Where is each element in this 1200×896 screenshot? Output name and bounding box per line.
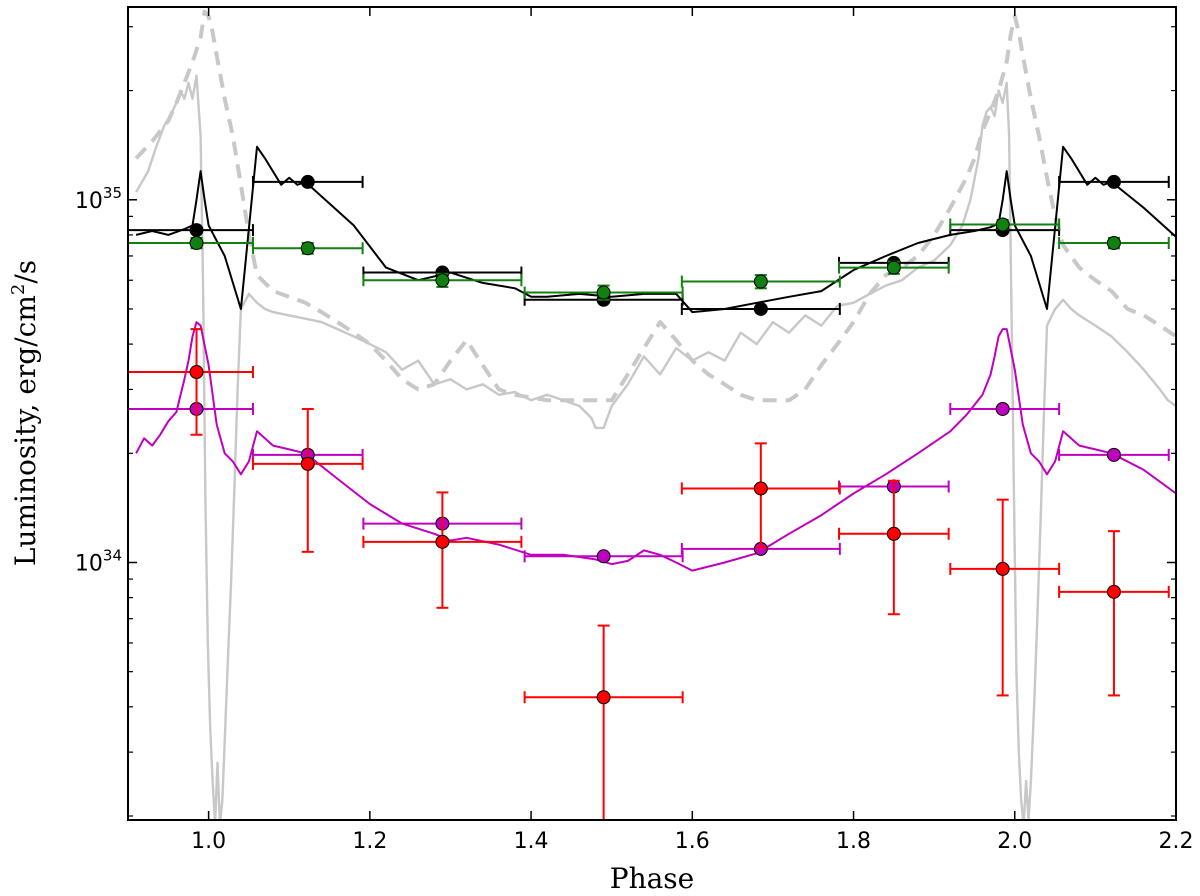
red-points-marker-5 (886, 526, 901, 541)
magenta-points-marker-7 (1106, 447, 1121, 462)
gray-solid-curve (135, 74, 1176, 820)
black-model-line (135, 145, 1176, 314)
green-points-marker-0 (189, 236, 204, 251)
red-points-marker-4 (753, 481, 768, 496)
red-points-marker-6 (995, 561, 1010, 576)
axis-labels: 1.0 1.2 1.4 1.6 1.8 2.0 2.2 1034 1035 (75, 184, 1194, 854)
red-points-point-1 (251, 407, 364, 553)
green-points-marker-3 (596, 285, 611, 300)
y-axis-title-tail: /s (9, 260, 42, 284)
red-points-marker-1 (300, 456, 315, 471)
plot-frame (127, 6, 1177, 821)
magenta-points-point-3 (523, 549, 684, 564)
x-tick-label-6: 2.2 (1159, 829, 1194, 854)
red-points-marker-0 (189, 365, 204, 380)
green-points-point-3 (523, 284, 684, 301)
red-points-marker-7 (1106, 584, 1121, 599)
black-points-marker-7 (1106, 174, 1121, 189)
gray-dashed-curve (134, 9, 1176, 403)
black-points-marker-1 (300, 174, 315, 189)
magenta-points-point-6 (949, 401, 1061, 416)
black-points-point-1 (251, 174, 364, 189)
red-points-marker-2 (435, 534, 450, 549)
red-points-point-3 (523, 624, 684, 820)
magenta-model-line (135, 321, 1176, 572)
red-points-point-5 (838, 479, 950, 616)
x-tick-label-5: 2.0 (997, 829, 1032, 854)
red-points-point-7 (1058, 530, 1170, 697)
green-points-marker-6 (995, 217, 1010, 232)
green-points-marker-1 (300, 241, 315, 256)
magenta-points-point-0 (128, 401, 254, 416)
axis-ticks (128, 7, 1177, 820)
green-points-marker-7 (1106, 236, 1121, 251)
y-axis-title: Luminosity, erg/cm2/s (8, 260, 42, 566)
green-points-point-4 (680, 274, 841, 290)
y-axis-title-main: Luminosity, erg/cm (9, 295, 42, 566)
red-points-marker-3 (596, 690, 611, 705)
magenta-points-marker-6 (995, 401, 1010, 416)
y-axis-title-superscript: 2 (8, 284, 29, 295)
green-points-point-0 (128, 236, 254, 251)
magenta-points-point-7 (1058, 447, 1170, 462)
red-points-point-4 (680, 442, 841, 549)
green-points (128, 217, 1170, 301)
green-points-point-2 (362, 272, 523, 288)
red-points-point-6 (949, 498, 1061, 697)
black-points-point-7 (1058, 174, 1170, 189)
green-points-point-6 (949, 217, 1061, 232)
x-tick-label-3: 1.6 (675, 829, 710, 854)
green-points-marker-5 (886, 260, 901, 275)
black-points-marker-4 (753, 301, 768, 316)
y-tick-label-0: 1034 (75, 546, 122, 576)
y-tick-label-1: 1035 (75, 184, 122, 214)
x-tick-label-1: 1.2 (352, 829, 387, 854)
green-points-marker-2 (435, 273, 450, 288)
green-points-point-1 (251, 241, 364, 256)
x-tick-label-4: 1.8 (836, 829, 871, 854)
plot-area (128, 9, 1176, 820)
x-tick-label-2: 1.4 (514, 829, 549, 854)
green-points-marker-4 (753, 274, 768, 289)
magenta-points-marker-3 (596, 549, 611, 564)
black-points-point-0 (128, 223, 254, 238)
green-points-point-7 (1058, 236, 1170, 251)
red-points (128, 328, 1170, 820)
green-points-point-5 (838, 260, 950, 275)
x-axis-title: Phase (610, 862, 695, 895)
red-points-point-2 (362, 491, 523, 609)
red-points-point-0 (128, 328, 254, 436)
x-tick-label-0: 1.0 (191, 829, 226, 854)
black-points-point-4 (680, 301, 841, 316)
black-points-marker-0 (189, 223, 204, 238)
